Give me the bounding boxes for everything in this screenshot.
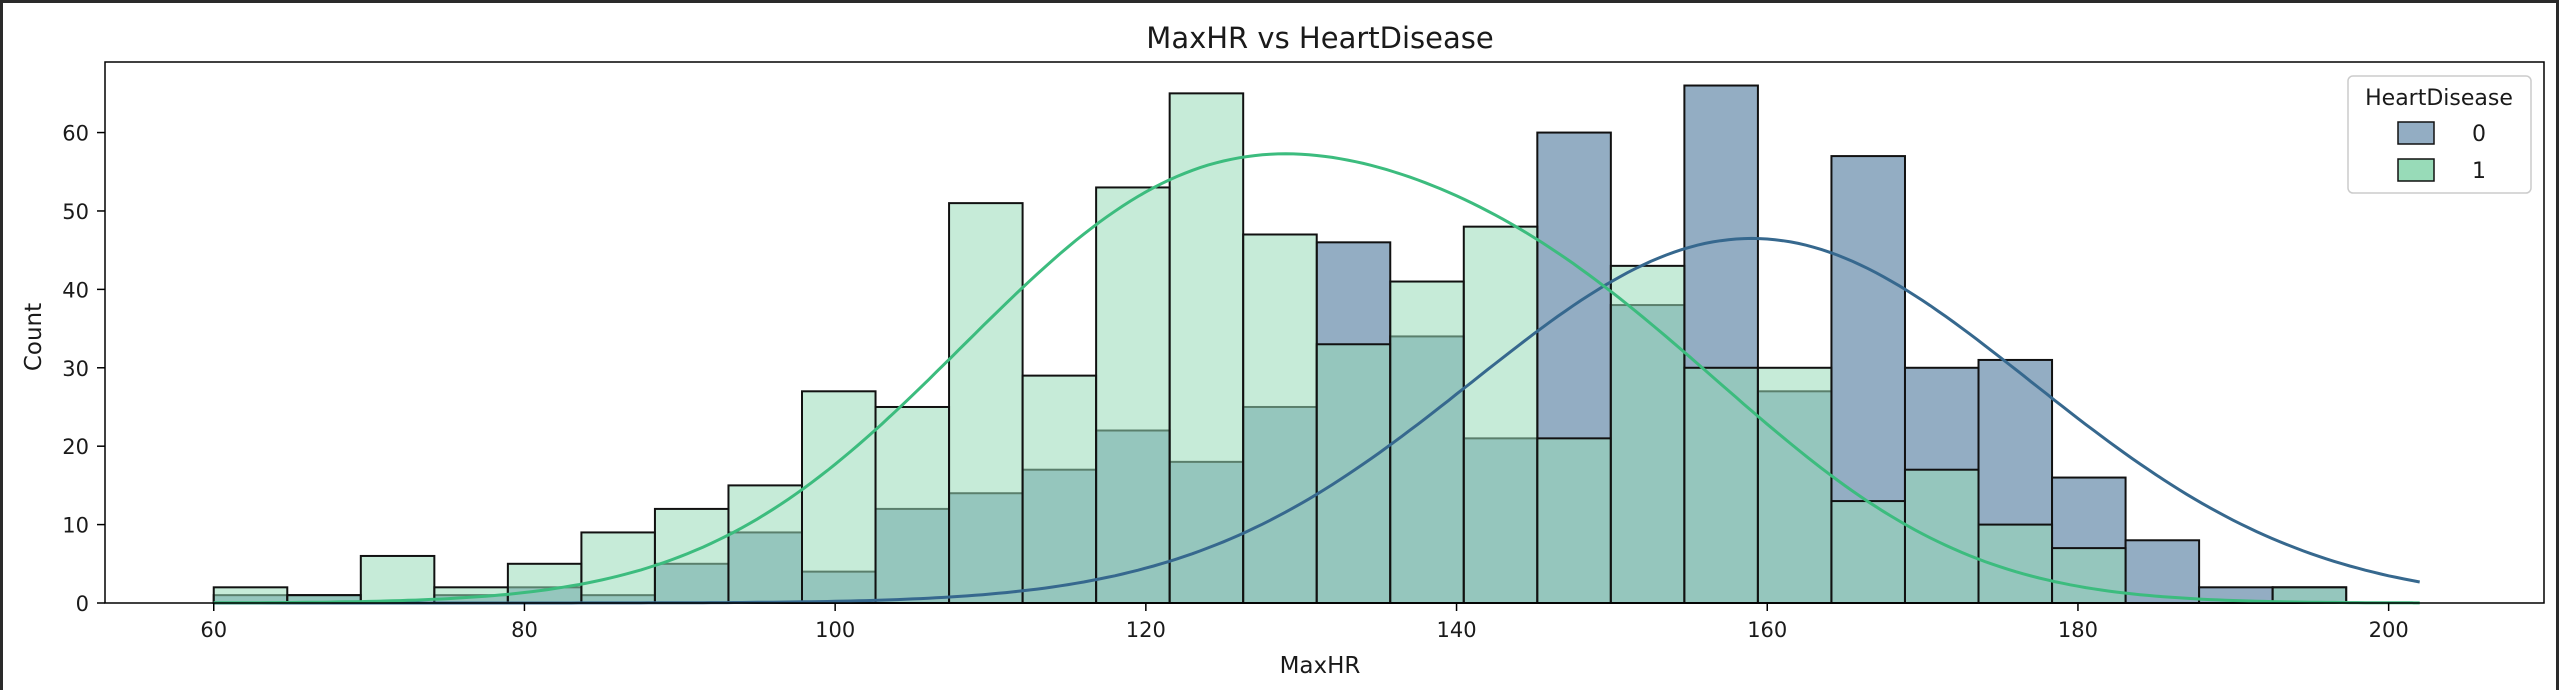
kde-curve-1 [213, 152, 2420, 605]
bar [1462, 225, 1539, 605]
legend-label-1: 1 [2472, 159, 2486, 184]
x-tick-label: 160 [1747, 618, 1787, 642]
bar [1168, 92, 1245, 605]
bar [1903, 468, 1980, 604]
series-1-bars [212, 92, 2348, 605]
bar [580, 531, 656, 604]
bar [801, 390, 877, 604]
y-axis-label: Count [21, 303, 47, 371]
legend: HeartDisease 01 [2347, 75, 2532, 194]
bar [1021, 374, 1098, 605]
legend-title: HeartDisease [2365, 86, 2513, 111]
figure-canvas: MaxHR vs HeartDisease 60 80 100 120 140 160 18… [3, 3, 2556, 690]
bar [1242, 233, 1318, 604]
x-tick-label: 120 [1126, 618, 1166, 642]
bar [874, 405, 951, 604]
x-tick-label: 180 [2058, 618, 2098, 642]
bar [359, 554, 436, 605]
y-tick-label: 50 [62, 200, 89, 224]
legend-swatch-1 [2397, 158, 2435, 182]
legend-box [2347, 75, 2532, 194]
bar [1315, 343, 1392, 604]
chart-title: MaxHR vs HeartDisease [1146, 21, 1493, 55]
x-tick-label: 60 [200, 618, 227, 642]
bar [1389, 280, 1465, 604]
y-tick-label: 30 [62, 357, 89, 381]
bar [1683, 366, 1759, 605]
bar [2051, 547, 2127, 605]
bar [727, 484, 804, 604]
histogram-chart: MaxHR vs HeartDisease 60 80 100 120 140 160 18… [21, 21, 2545, 679]
x-tick-label: 200 [2369, 618, 2409, 642]
bar [1095, 186, 1171, 604]
x-tick-label: 100 [815, 618, 855, 642]
bar [506, 562, 583, 605]
legend-swatch-0 [2397, 121, 2435, 145]
y-tick-label: 40 [62, 278, 89, 302]
y-tick-label: 0 [76, 592, 89, 616]
x-tick-label: 140 [1437, 618, 1477, 642]
bar [212, 586, 289, 605]
y-tick-label: 20 [62, 435, 89, 459]
bar [653, 507, 730, 605]
x-axis-label: MaxHR [1280, 653, 1361, 679]
bar [948, 202, 1024, 604]
legend-items: 01 [2397, 121, 2486, 184]
legend-label-0: 0 [2472, 122, 2486, 147]
y-tick-label: 10 [62, 514, 89, 538]
bar [1609, 264, 1686, 604]
plot-frame [104, 61, 2545, 604]
x-tick-label: 80 [511, 618, 538, 642]
y-tick-label: 60 [62, 122, 89, 146]
bar [1536, 437, 1612, 605]
bar [1756, 366, 1833, 605]
